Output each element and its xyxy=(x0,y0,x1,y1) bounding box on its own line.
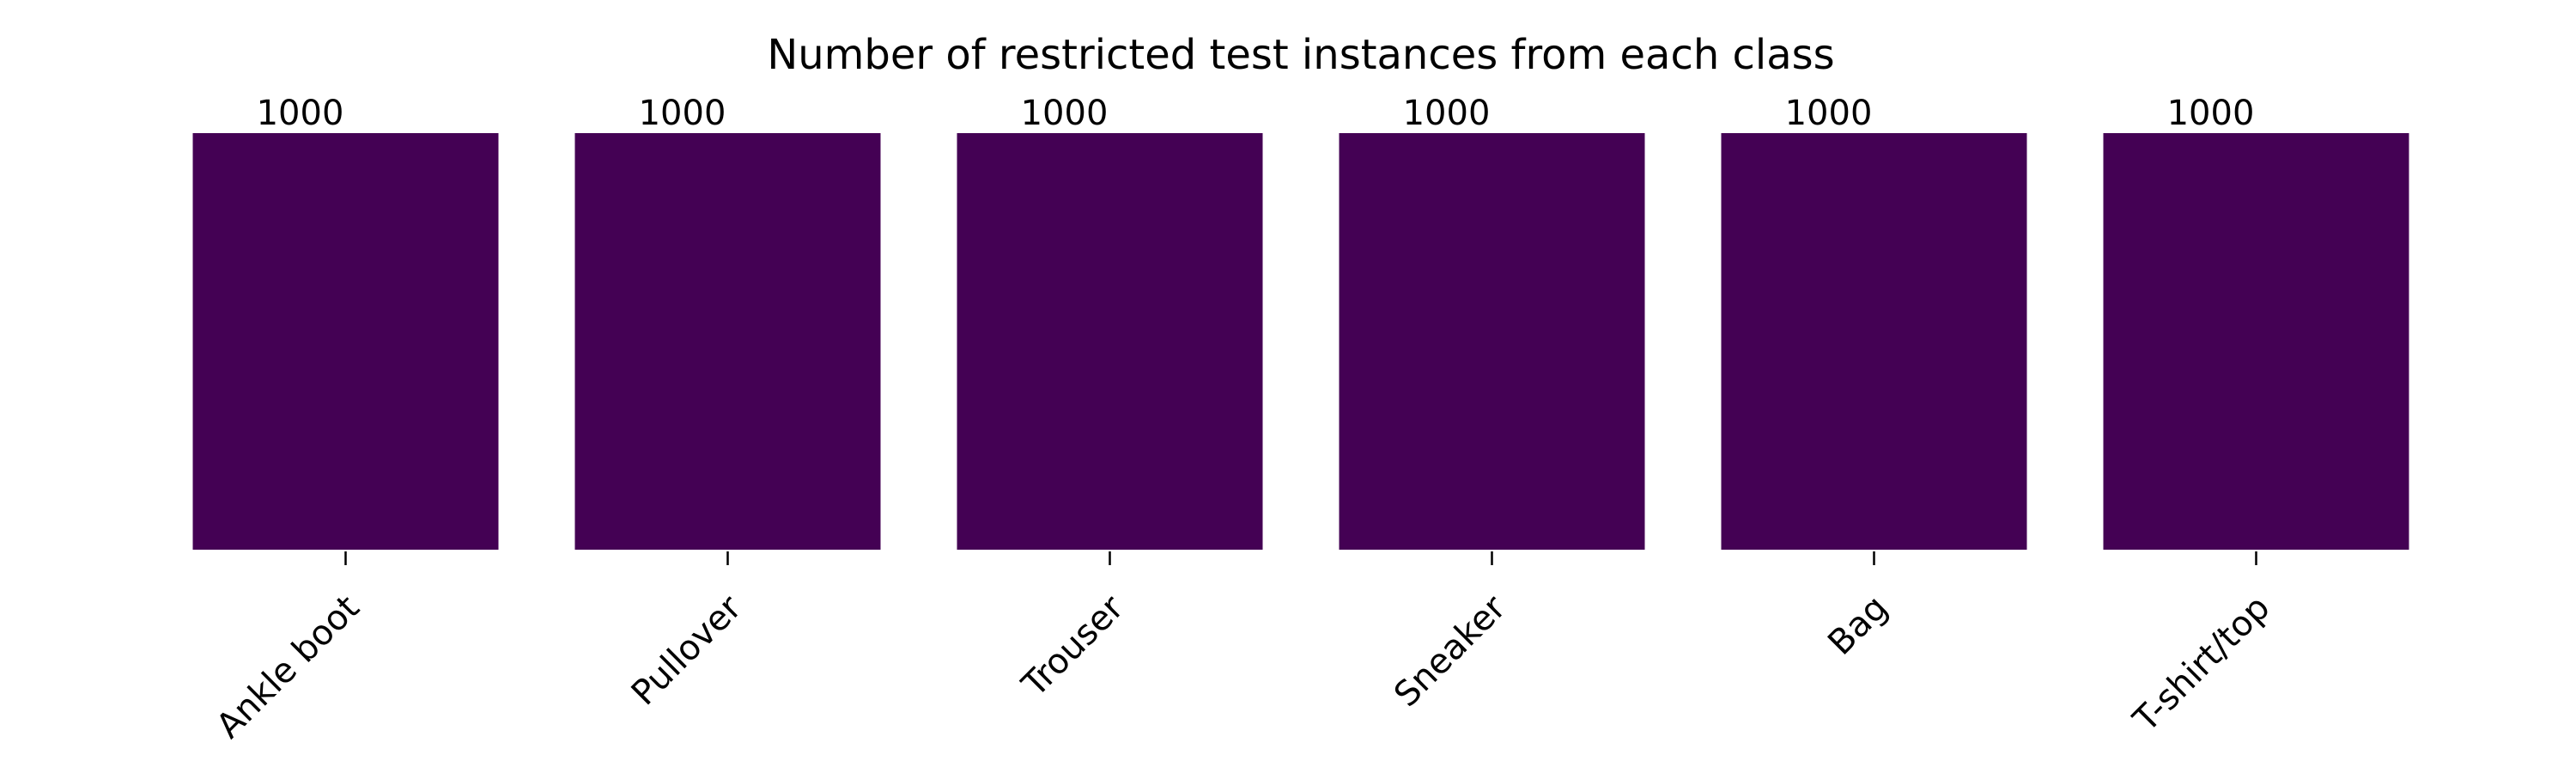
x-tick-label: Ankle boot xyxy=(209,588,367,746)
bar-value-label: 1000 xyxy=(1403,94,1491,133)
x-tick-label: T-shirt/top xyxy=(2125,588,2277,740)
bar-value-label: 1000 xyxy=(1785,94,1873,133)
bar-trouser xyxy=(957,133,1263,550)
bar-pullover xyxy=(574,133,881,550)
bar-value-labels: 1000 1000 1000 1000 1000 1000 xyxy=(257,94,2255,133)
bar-t-shirt-top xyxy=(2103,133,2409,550)
bar-sneaker xyxy=(1339,133,1645,550)
chart-title: Number of restricted test instances from… xyxy=(767,31,1834,79)
x-tick-label: Sneaker xyxy=(1387,587,1514,715)
bars-layer xyxy=(192,133,2409,550)
x-axis-tick-labels: Ankle boot Pullover Trouser Sneaker Bag T-shi… xyxy=(209,587,2277,746)
x-tick-label: Pullover xyxy=(624,587,750,713)
x-tick-label: Bag xyxy=(1820,588,1895,663)
bar-value-label: 1000 xyxy=(1021,94,1109,133)
bar-value-label: 1000 xyxy=(2167,94,2255,133)
bar-value-label: 1000 xyxy=(639,94,726,133)
x-tick-label: Trouser xyxy=(1014,587,1132,705)
x-axis-ticks xyxy=(344,551,2257,565)
bar-ankle-boot xyxy=(192,133,499,550)
bar-bag xyxy=(1721,133,2027,550)
bar-value-label: 1000 xyxy=(257,94,344,133)
